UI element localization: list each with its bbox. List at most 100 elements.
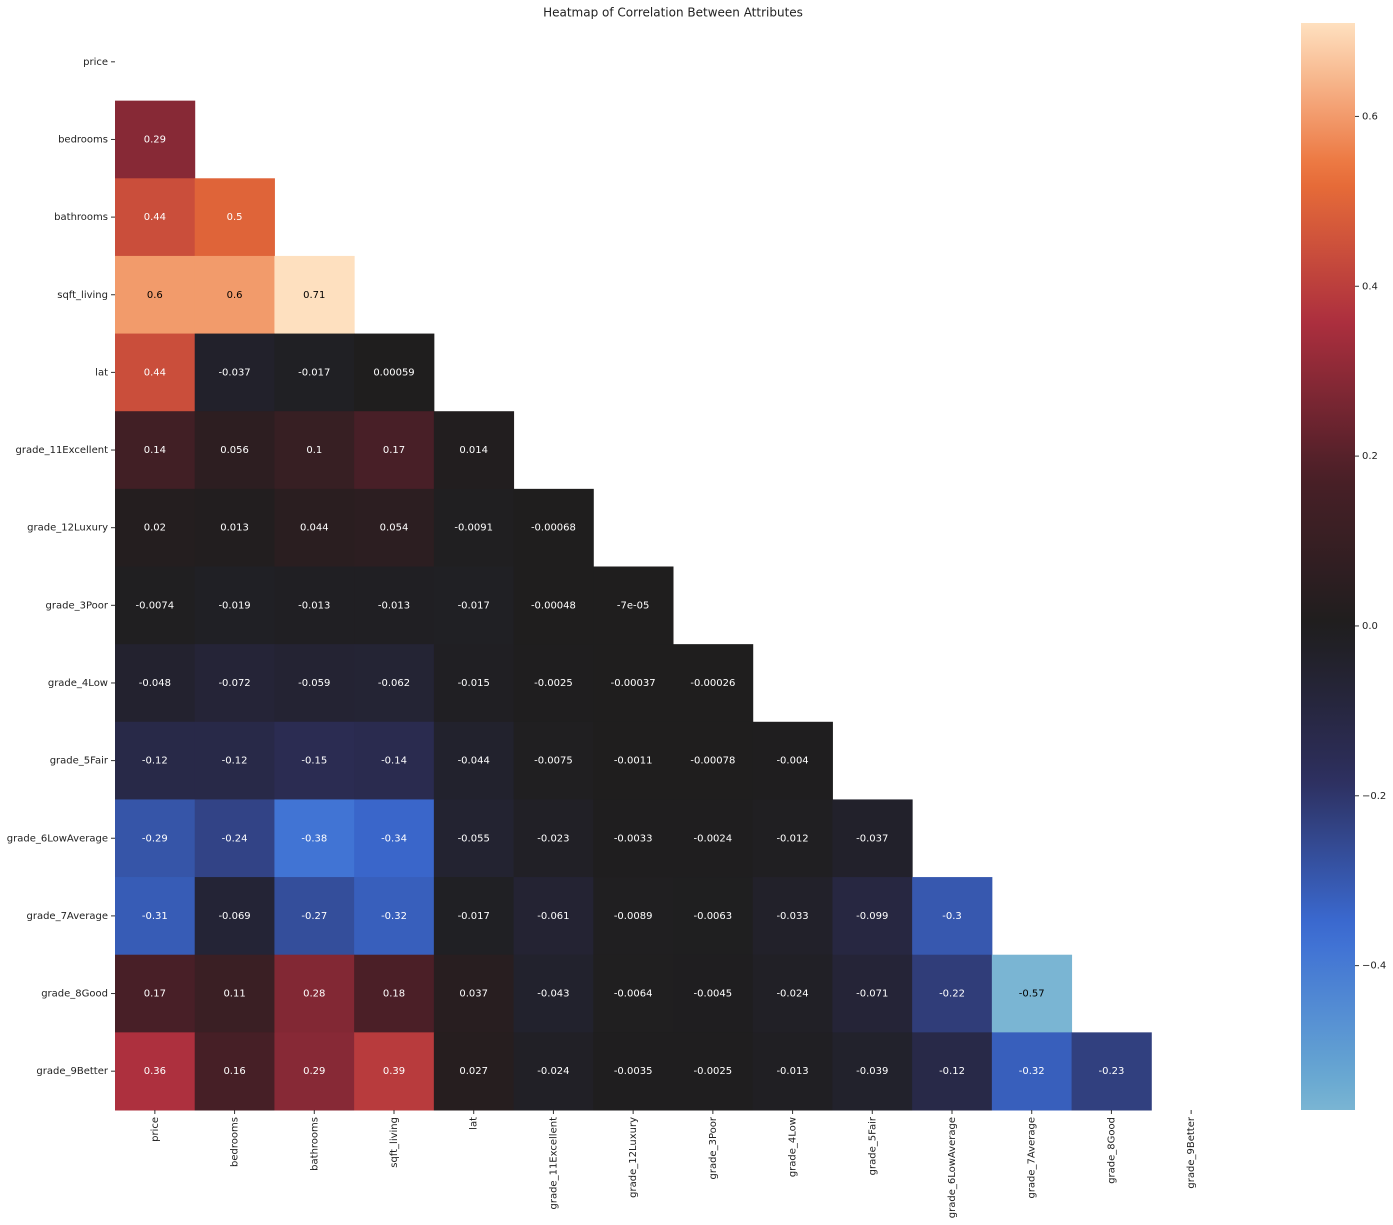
cell-label: -0.0063 bbox=[694, 911, 733, 922]
cell-label: 0.014 bbox=[459, 445, 488, 456]
cell-label: 0.044 bbox=[300, 523, 329, 534]
cell-label: -0.00026 bbox=[690, 678, 735, 689]
cell-label: -0.017 bbox=[458, 600, 490, 611]
cell-label: -0.071 bbox=[856, 989, 888, 1000]
heatmap-cell bbox=[194, 411, 275, 490]
cell-label: 0.71 bbox=[303, 290, 325, 301]
heatmap-cell bbox=[593, 1032, 674, 1111]
cell-label: -0.0033 bbox=[614, 833, 653, 844]
heatmap-cell bbox=[433, 721, 515, 800]
cell-label: -0.00068 bbox=[531, 523, 576, 534]
heatmap-cell bbox=[194, 1032, 275, 1111]
heatmap-cell bbox=[832, 877, 913, 956]
cell-label: 0.013 bbox=[220, 523, 249, 534]
heatmap-cell bbox=[673, 954, 754, 1033]
cell-label: 0.02 bbox=[144, 523, 166, 534]
cell-label: -0.24 bbox=[222, 833, 248, 844]
cell-label: -0.0011 bbox=[614, 756, 653, 767]
y-tick-label: grade_5Fair bbox=[50, 756, 109, 767]
cell-label: -0.0091 bbox=[454, 523, 493, 534]
cell-label: 0.39 bbox=[383, 1066, 405, 1077]
y-tick-label: bedrooms bbox=[58, 134, 108, 145]
cell-label: -0.069 bbox=[218, 911, 250, 922]
heatmap-cell bbox=[593, 721, 674, 800]
cell-label: -0.043 bbox=[537, 989, 569, 1000]
heatmap-cell bbox=[433, 954, 515, 1033]
cell-label: -0.12 bbox=[222, 756, 248, 767]
heatmap-cell bbox=[513, 877, 594, 956]
heatmap-cell bbox=[593, 566, 674, 645]
heatmap-cell bbox=[912, 1032, 993, 1111]
cell-label: 0.027 bbox=[459, 1066, 488, 1077]
cell-label: 0.44 bbox=[144, 367, 166, 378]
heatmap-cell bbox=[115, 566, 196, 645]
x-tick-label: sqft_living bbox=[389, 1117, 400, 1168]
heatmap-cell bbox=[194, 178, 275, 257]
x-tick-label: grade_5Fair bbox=[867, 1116, 878, 1175]
cell-label: -0.037 bbox=[856, 833, 888, 844]
cell-label: -0.00078 bbox=[690, 756, 735, 767]
heatmap-cell bbox=[752, 799, 833, 878]
y-tick-label: grade_9Better bbox=[36, 1066, 108, 1077]
x-tick-label: bedrooms bbox=[230, 1117, 241, 1167]
y-tick-label: grade_12Luxury bbox=[27, 523, 108, 534]
heatmap-cell bbox=[673, 644, 754, 723]
heatmap-cell bbox=[912, 877, 993, 956]
x-tick-label: grade_12Luxury bbox=[628, 1117, 639, 1198]
heatmap-cell bbox=[752, 954, 833, 1033]
cell-label: -0.013 bbox=[298, 600, 330, 611]
cell-label: -0.14 bbox=[381, 756, 407, 767]
y-tick-label: grade_4Low bbox=[48, 678, 108, 689]
heatmap-cell bbox=[513, 954, 594, 1033]
heatmap-cell bbox=[115, 644, 196, 723]
heatmap-cell bbox=[673, 799, 754, 878]
heatmap-cell bbox=[115, 877, 196, 956]
colorbar-tick-label: −0.4 bbox=[1362, 961, 1386, 972]
heatmap-cell bbox=[115, 488, 196, 567]
heatmap-cell bbox=[274, 1032, 355, 1111]
heatmap-cell bbox=[194, 488, 275, 567]
heatmap-cell bbox=[274, 954, 355, 1033]
heatmap-cell bbox=[673, 1032, 754, 1111]
heatmap-cell bbox=[433, 1032, 515, 1111]
cell-label: 0.17 bbox=[144, 989, 166, 1000]
x-tick-label: grade_11Excellent bbox=[548, 1117, 559, 1210]
y-tick-label: price bbox=[83, 57, 108, 68]
cell-label: -0.12 bbox=[142, 756, 168, 767]
heatmap-cell bbox=[115, 100, 196, 179]
heatmap-cell bbox=[274, 566, 355, 645]
cell-label: 0.29 bbox=[144, 134, 166, 145]
x-tick-label: grade_8Good bbox=[1106, 1117, 1117, 1184]
cell-label: -0.013 bbox=[378, 600, 410, 611]
heatmap-cell bbox=[513, 721, 594, 800]
heatmap-cell bbox=[433, 411, 515, 490]
cell-label: 0.28 bbox=[303, 989, 325, 1000]
heatmap-cell bbox=[194, 721, 275, 800]
heatmap-cell bbox=[832, 954, 913, 1033]
heatmap-cell bbox=[354, 1032, 435, 1111]
heatmap-cell bbox=[752, 1032, 833, 1111]
cell-label: -0.033 bbox=[776, 911, 808, 922]
heatmap-cell bbox=[274, 644, 355, 723]
cell-label: 0.44 bbox=[144, 212, 166, 223]
heatmap-cell bbox=[354, 877, 435, 956]
colorbar-tick-label: 0.6 bbox=[1362, 111, 1378, 122]
heatmap-cell bbox=[593, 644, 674, 723]
x-tick-label: grade_3Poor bbox=[708, 1116, 719, 1179]
y-tick-label: grade_6LowAverage bbox=[7, 833, 108, 844]
x-tick-label: grade_7Average bbox=[1027, 1117, 1038, 1199]
colorbar-tick-label: 0.0 bbox=[1362, 621, 1378, 632]
x-tick-label: grade_6LowAverage bbox=[947, 1117, 958, 1218]
cell-label: -0.23 bbox=[1098, 1066, 1124, 1077]
heatmap-cell bbox=[194, 877, 275, 956]
y-tick-label: grade_11Excellent bbox=[16, 445, 109, 456]
cell-label: -0.024 bbox=[776, 989, 808, 1000]
cell-label: 0.14 bbox=[144, 445, 166, 456]
cell-label: -0.0045 bbox=[694, 989, 733, 1000]
cell-label: -0.0025 bbox=[534, 678, 573, 689]
heatmap-cell bbox=[991, 1032, 1073, 1111]
colorbar bbox=[1301, 23, 1355, 1110]
heatmap-cell bbox=[274, 877, 355, 956]
colorbar-tick-label: 0.2 bbox=[1362, 451, 1378, 462]
